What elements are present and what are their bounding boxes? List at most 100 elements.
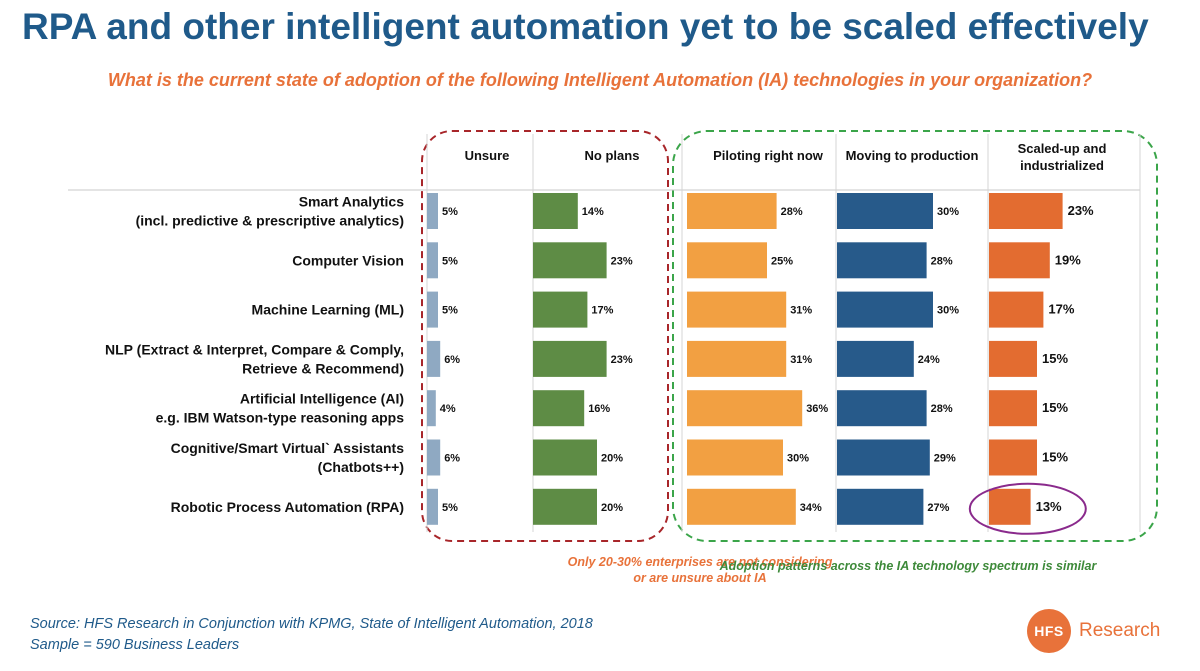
bar-scaled-up-and-industrialized-2 <box>989 291 1044 328</box>
sample-line: Sample = 590 Business Leaders <box>30 637 240 653</box>
bar-scaled-up-and-industrialized-3 <box>989 340 1037 377</box>
category-label-line: Artificial Intelligence (AI) <box>240 391 404 407</box>
adoption-group-outline <box>672 130 1158 542</box>
value-label-moving-to-production-0: 30% <box>937 206 959 218</box>
bar-scaled-up-and-industrialized-1 <box>989 242 1050 279</box>
value-label-no-plans-3: 23% <box>611 354 633 366</box>
bar-moving-to-production-3 <box>837 340 914 377</box>
bar-unsure-4 <box>427 390 436 427</box>
bar-piloting-right-now-6 <box>687 488 796 525</box>
bar-unsure-1 <box>427 242 438 279</box>
hfs-logo-text: Research <box>1079 620 1161 641</box>
not-considering-group-outline <box>421 130 669 542</box>
source-line: Source: HFS Research in Conjunction with… <box>30 616 593 632</box>
value-label-piloting-right-now-3: 31% <box>790 354 812 366</box>
bar-no-plans-2 <box>533 291 588 328</box>
value-label-no-plans-6: 20% <box>601 502 623 514</box>
bar-moving-to-production-1 <box>837 242 927 279</box>
bar-piloting-right-now-0 <box>687 193 777 229</box>
category-label-line: Robotic Process Automation (RPA) <box>171 499 404 515</box>
value-label-unsure-2: 5% <box>442 305 458 317</box>
bar-unsure-2 <box>427 291 438 328</box>
bar-moving-to-production-2 <box>837 291 933 328</box>
bar-piloting-right-now-4 <box>687 390 803 427</box>
bar-scaled-up-and-industrialized-4 <box>989 390 1037 427</box>
category-label-line: Machine Learning (ML) <box>252 302 404 318</box>
bar-no-plans-1 <box>533 242 607 279</box>
note-adoption-patterns: Adoption patterns across the IA technolo… <box>719 559 1097 573</box>
bar-moving-to-production-0 <box>837 193 933 229</box>
bar-moving-to-production-6 <box>837 488 924 525</box>
category-label-line: NLP (Extract & Interpret, Compare & Comp… <box>105 341 404 357</box>
value-label-scaled-up-and-industrialized-2: 17% <box>1048 302 1074 317</box>
value-label-scaled-up-and-industrialized-4: 15% <box>1042 400 1068 415</box>
category-label-line: e.g. IBM Watson-type reasoning apps <box>156 410 405 426</box>
value-label-unsure-5: 6% <box>444 453 460 465</box>
value-label-no-plans-5: 20% <box>601 453 623 465</box>
source-citation: Source: HFS Research in Conjunction with… <box>30 614 593 656</box>
value-label-scaled-up-and-industrialized-5: 15% <box>1042 450 1068 465</box>
category-label-4: Artificial Intelligence (AI) e.g. IBM Wat… <box>156 391 405 426</box>
bar-no-plans-0 <box>533 193 578 229</box>
value-label-moving-to-production-3: 24% <box>918 354 940 366</box>
category-label-line: (Chatbots++) <box>318 459 404 475</box>
bar-no-plans-3 <box>533 340 607 377</box>
bar-no-plans-5 <box>533 439 597 476</box>
value-label-moving-to-production-2: 30% <box>937 305 959 317</box>
series-header-unsure: Unsure <box>465 148 510 163</box>
bar-piloting-right-now-1 <box>687 242 767 279</box>
value-label-no-plans-2: 17% <box>591 305 613 317</box>
value-label-unsure-1: 5% <box>442 255 458 267</box>
category-label-5: Cognitive/Smart Virtual` Assistants (Chat… <box>171 440 405 475</box>
bar-piloting-right-now-3 <box>687 340 787 377</box>
category-label-6: Robotic Process Automation (RPA) <box>171 499 404 515</box>
category-label-3: NLP (Extract & Interpret, Compare & Comp… <box>105 341 404 376</box>
bar-unsure-0 <box>427 193 438 229</box>
category-label-line: Smart Analytics <box>299 194 405 210</box>
value-label-scaled-up-and-industrialized-1: 19% <box>1055 252 1081 267</box>
value-label-no-plans-1: 23% <box>611 255 633 267</box>
category-label-2: Machine Learning (ML) <box>252 302 404 318</box>
bar-scaled-up-and-industrialized-5 <box>989 439 1037 476</box>
category-label-line: Cognitive/Smart Virtual` Assistants <box>171 440 405 456</box>
hfs-research-logo: HFS Research <box>1027 609 1177 655</box>
bar-moving-to-production-4 <box>837 390 927 427</box>
value-label-piloting-right-now-4: 36% <box>806 403 828 415</box>
bar-unsure-3 <box>427 340 441 377</box>
chart-question: What is the current state of adoption of… <box>107 70 1093 90</box>
series-header-line: Scaled-up and <box>1018 141 1107 156</box>
value-label-scaled-up-and-industrialized-6: 13% <box>1036 499 1062 514</box>
value-label-scaled-up-and-industrialized-3: 15% <box>1042 351 1068 366</box>
note-not-considering-line1: Only 20-30% enterprises are not consider… <box>567 555 833 569</box>
series-header-piloting-right-now: Piloting right now <box>713 148 824 163</box>
value-label-piloting-right-now-2: 31% <box>790 305 812 317</box>
value-label-moving-to-production-6: 27% <box>927 502 949 514</box>
bar-scaled-up-and-industrialized-6 <box>989 488 1031 525</box>
page-title: RPA and other intelligent automation yet… <box>22 6 1149 47</box>
series-header-no-plans: No plans <box>585 148 640 163</box>
category-label-line: Retrieve & Recommend) <box>242 360 404 376</box>
note-not-considering-line2: or are unsure about IA <box>633 571 767 585</box>
category-label-1: Computer Vision <box>292 252 404 268</box>
hfs-logo-mark: HFS <box>1027 609 1071 653</box>
category-label-0: Smart Analytics (incl. predictive & presc… <box>136 194 405 229</box>
bar-unsure-5 <box>427 439 441 476</box>
value-label-piloting-right-now-6: 34% <box>800 502 822 514</box>
series-header-scaled-up-and-industrialized: Scaled-up and industrialized <box>1018 141 1107 173</box>
value-label-scaled-up-and-industrialized-0: 23% <box>1068 203 1094 218</box>
bar-piloting-right-now-5 <box>687 439 783 476</box>
value-label-piloting-right-now-0: 28% <box>781 206 803 218</box>
category-label-line: Computer Vision <box>292 252 404 268</box>
highlight-ring <box>968 482 1087 535</box>
value-label-unsure-6: 5% <box>442 502 458 514</box>
series-header-line: industrialized <box>1020 158 1104 173</box>
value-label-moving-to-production-4: 28% <box>931 403 953 415</box>
value-label-piloting-right-now-5: 30% <box>787 453 809 465</box>
value-label-no-plans-0: 14% <box>582 206 604 218</box>
note-not-considering: Only 20-30% enterprises are not consider… <box>540 554 860 586</box>
value-label-moving-to-production-5: 29% <box>934 453 956 465</box>
series-header-moving-to-production: Moving to production <box>846 148 979 163</box>
bar-unsure-6 <box>427 488 438 525</box>
value-label-no-plans-4: 16% <box>588 403 610 415</box>
